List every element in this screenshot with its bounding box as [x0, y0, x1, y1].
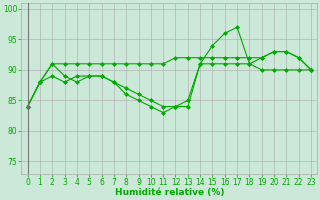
- X-axis label: Humidité relative (%): Humidité relative (%): [115, 188, 224, 197]
